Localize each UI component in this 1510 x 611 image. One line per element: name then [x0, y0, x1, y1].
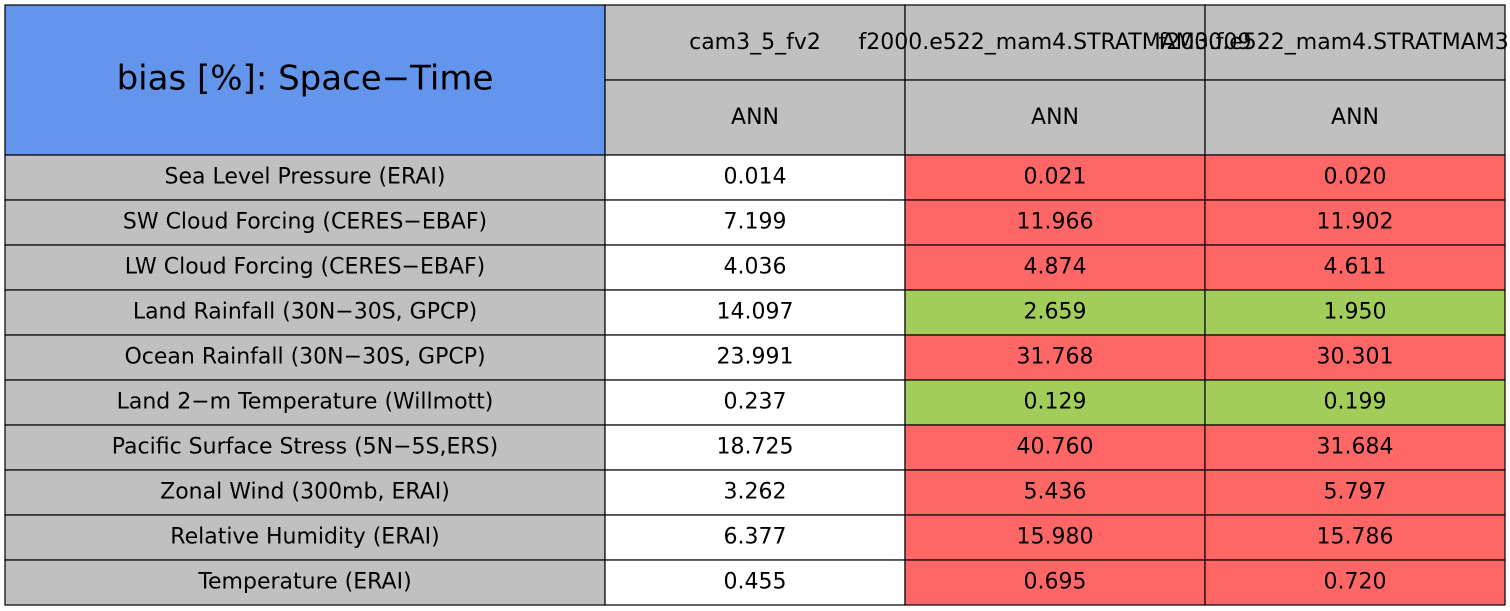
row-label: Temperature (ERAI)	[197, 570, 411, 595]
cell-value: 15.980	[1017, 525, 1094, 550]
cell-value: 14.097	[717, 300, 794, 325]
cell-value: 15.786	[1317, 525, 1394, 550]
cell-value: 0.720	[1324, 570, 1387, 595]
table-title: bias [%]: Space−Time	[117, 59, 494, 99]
cell-value: 0.014	[724, 165, 787, 190]
value-cell	[904, 289, 1206, 336]
cell-value: 5.436	[1024, 480, 1087, 505]
cell-value: 40.760	[1017, 435, 1094, 460]
value-cell	[1204, 289, 1506, 336]
row-label: Zonal Wind (300mb, ERAI)	[160, 480, 450, 505]
value-cell	[1204, 559, 1506, 606]
cell-value: 4.036	[724, 255, 787, 280]
cell-value: 5.797	[1324, 480, 1387, 505]
value-cell	[604, 334, 906, 381]
value-cell	[604, 289, 906, 336]
cell-value: 0.455	[724, 570, 787, 595]
value-cell	[904, 469, 1206, 516]
value-cell	[1204, 424, 1506, 471]
value-cell	[604, 154, 906, 201]
cell-value: 4.874	[1024, 255, 1087, 280]
cell-value: 3.262	[724, 480, 787, 505]
season-label: ANN	[731, 105, 779, 130]
value-cell	[1204, 469, 1506, 516]
cell-value: 6.377	[724, 525, 787, 550]
value-cell	[904, 199, 1206, 246]
row-label-cell	[4, 289, 606, 336]
cell-value: 0.237	[724, 390, 787, 415]
value-cell	[604, 379, 906, 426]
cell-value: 31.768	[1017, 345, 1094, 370]
row-label: Ocean Rainfall (30N−30S, GPCP)	[124, 345, 485, 370]
cell-value: 1.950	[1324, 300, 1387, 325]
row-label: Pacific Surface Stress (5N−5S,ERS)	[112, 435, 498, 460]
cell-value: 0.199	[1324, 390, 1387, 415]
value-cell	[904, 559, 1206, 606]
value-cell	[604, 199, 906, 246]
value-cell	[904, 244, 1206, 291]
row-label: Land 2−m Temperature (Willmott)	[117, 390, 494, 415]
value-cell	[1204, 379, 1506, 426]
row-label: Land Rainfall (30N−30S, GPCP)	[133, 300, 477, 325]
row-label: LW Cloud Forcing (CERES−EBAF)	[125, 255, 486, 280]
column-header: f2000.e522_mam4.STRATMAM3.f19	[1159, 30, 1510, 55]
cell-value: 4.611	[1324, 255, 1387, 280]
cell-value: 2.659	[1024, 300, 1087, 325]
cell-value: 0.129	[1024, 390, 1087, 415]
cell-value: 11.966	[1017, 210, 1094, 235]
row-label-cell	[4, 154, 606, 201]
row-label-cell	[4, 559, 606, 606]
season-label: ANN	[1031, 105, 1079, 130]
value-cell	[904, 379, 1206, 426]
value-cell	[904, 154, 1206, 201]
header-cell	[604, 4, 906, 81]
cell-value: 18.725	[717, 435, 794, 460]
cell-value: 11.902	[1317, 210, 1394, 235]
cell-value: 0.695	[1024, 570, 1087, 595]
header-cell	[1204, 4, 1506, 81]
value-cell	[1204, 244, 1506, 291]
row-label: SW Cloud Forcing (CERES−EBAF)	[123, 210, 487, 235]
value-cell	[904, 334, 1206, 381]
cell-value: 30.301	[1317, 345, 1394, 370]
row-label-cell	[4, 199, 606, 246]
value-cell	[604, 514, 906, 561]
row-label: Sea Level Pressure (ERAI)	[165, 165, 446, 190]
cell-value: 31.684	[1317, 435, 1394, 460]
season-cell	[604, 79, 906, 156]
cell-value: 23.991	[717, 345, 794, 370]
cell-value: 0.021	[1024, 165, 1087, 190]
cell-value: 0.020	[1324, 165, 1387, 190]
season-cell	[904, 79, 1206, 156]
value-cell	[1204, 199, 1506, 246]
value-cell	[1204, 334, 1506, 381]
season-label: ANN	[1331, 105, 1379, 130]
column-header: f2000.e522_mam4.STRATMAM3.f09	[859, 30, 1252, 55]
cell-value: 7.199	[724, 210, 787, 235]
value-cell	[1204, 514, 1506, 561]
title-cell	[4, 4, 606, 156]
row-label: Relative Humidity (ERAI)	[170, 525, 439, 550]
value-cell	[604, 244, 906, 291]
row-label-cell	[4, 244, 606, 291]
row-label-cell	[4, 334, 606, 381]
column-header: cam3_5_fv2	[689, 30, 821, 55]
value-cell	[604, 559, 906, 606]
header-cell	[904, 4, 1206, 81]
row-label-cell	[4, 469, 606, 516]
